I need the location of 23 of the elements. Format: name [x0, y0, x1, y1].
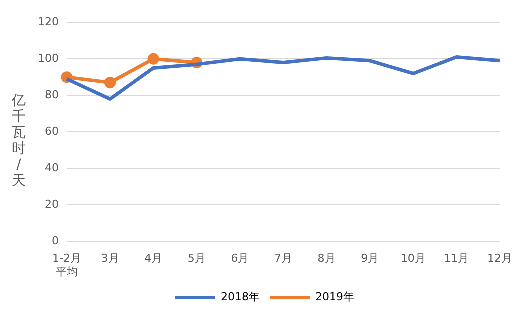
legend-label: 2018年 [221, 290, 260, 304]
x-tick-label: 12月 [488, 252, 512, 266]
y-tick-label: 120 [38, 15, 59, 28]
point [148, 53, 160, 65]
x-tick-label: 9月 [361, 252, 380, 266]
x-tick-label: 5月 [188, 252, 206, 266]
y-tick-label: 60 [44, 124, 59, 138]
point [104, 77, 116, 89]
y-tick-label: 80 [44, 88, 59, 102]
y-tick-label: 20 [44, 198, 59, 211]
x-tick-label: 11月 [444, 252, 470, 266]
x-tick-label: 8月 [318, 252, 336, 266]
x-tick-label: 1-2月平均 [52, 252, 82, 278]
x-tick-label: 10月 [400, 252, 426, 266]
x-tick-label: 7月 [274, 252, 292, 266]
y-tick-label: 40 [44, 161, 59, 174]
y-tick-label: 100 [38, 52, 59, 65]
x-tick-label: 6月 [231, 252, 250, 266]
legend-label: 2019年 [316, 290, 354, 304]
y-axis-title: 亿千瓦时/天 [11, 93, 27, 189]
y-tick-label: 0 [52, 234, 59, 248]
x-tick-label: 3月 [101, 252, 120, 266]
x-tick-label: 4月 [144, 252, 163, 266]
